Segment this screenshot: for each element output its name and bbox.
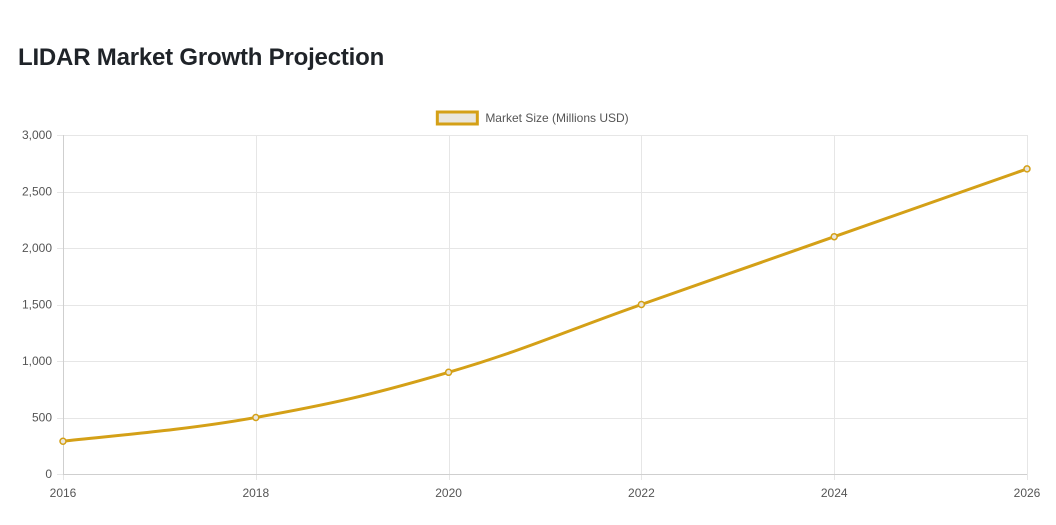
data-point[interactable] bbox=[444, 368, 453, 377]
series-lines bbox=[61, 167, 1029, 443]
series-line bbox=[61, 167, 1029, 443]
x-tick-label: 2018 bbox=[242, 486, 269, 500]
x-tick-label: 2020 bbox=[435, 486, 462, 500]
y-tick-label: 0 bbox=[45, 467, 52, 481]
data-point[interactable] bbox=[637, 300, 646, 309]
data-point[interactable] bbox=[830, 232, 838, 241]
x-grid-lines bbox=[63, 135, 1028, 480]
y-tick-label: 3,000 bbox=[22, 128, 52, 142]
x-tick-label: 2024 bbox=[821, 486, 848, 500]
y-tick-label: 2,500 bbox=[22, 185, 52, 199]
y-grid-lines bbox=[57, 135, 1027, 475]
y-tick-label: 1,000 bbox=[22, 354, 52, 368]
x-tick-label: 2022 bbox=[628, 486, 655, 500]
data-point[interactable] bbox=[252, 413, 260, 422]
y-tick-label: 1,500 bbox=[22, 298, 52, 312]
data-point[interactable] bbox=[59, 437, 67, 445]
legend-swatch[interactable] bbox=[435, 110, 479, 126]
y-tick-label: 500 bbox=[32, 411, 52, 425]
page-title: LIDAR Market Growth Projection bbox=[18, 44, 385, 71]
x-tick-label: 2026 bbox=[1014, 486, 1041, 500]
series-points bbox=[59, 165, 1031, 445]
y-tick-labels: 0 500 1,000 1,500 2,000 2,500 3,000 bbox=[22, 128, 52, 481]
legend-label[interactable]: Market Size (Millions USD) bbox=[485, 111, 628, 125]
data-point[interactable] bbox=[1023, 165, 1031, 173]
y-tick-label: 2,000 bbox=[22, 241, 52, 255]
x-tick-label: 2016 bbox=[50, 486, 77, 500]
legend[interactable]: Market Size (Millions USD) bbox=[435, 110, 629, 126]
axes bbox=[63, 135, 1027, 475]
x-tick-labels: 2016 2018 2020 2022 2024 2026 bbox=[50, 486, 1041, 500]
